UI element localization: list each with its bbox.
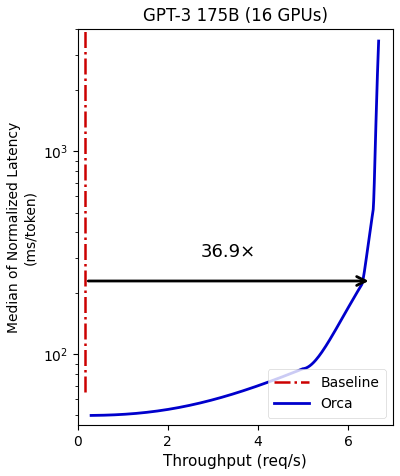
- Baseline: [83, 367, 88, 373]
- Title: GPT-3 175B (16 GPUs): GPT-3 175B (16 GPUs): [143, 7, 328, 25]
- X-axis label: Throughput (req/s): Throughput (req/s): [164, 454, 307, 469]
- Baseline: [83, 375, 88, 381]
- Baseline: [83, 322, 88, 327]
- Orca: [374, 116, 378, 121]
- Orca: [89, 413, 94, 418]
- Orca: [376, 38, 381, 44]
- Orca: [123, 411, 128, 417]
- Baseline: [83, 58, 88, 63]
- Y-axis label: Median of Normalized Latency
(ms/token): Median of Normalized Latency (ms/token): [7, 121, 37, 333]
- Orca: [110, 412, 115, 418]
- Baseline: [83, 45, 88, 50]
- Legend: Baseline, Orca: Baseline, Orca: [268, 369, 386, 418]
- Baseline: [83, 293, 88, 298]
- Orca: [262, 381, 267, 387]
- Baseline: [83, 27, 88, 32]
- Orca: [358, 284, 363, 289]
- Text: 36.9×: 36.9×: [201, 243, 256, 261]
- Line: Orca: Orca: [91, 41, 379, 416]
- Baseline: [83, 389, 88, 395]
- Orca: [170, 406, 175, 412]
